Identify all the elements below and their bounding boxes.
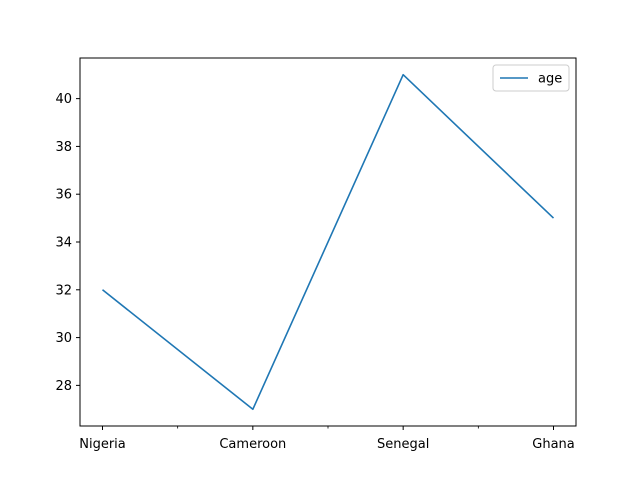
x-tick-label: Senegal [377, 437, 429, 452]
y-tick-label: 38 [55, 140, 72, 155]
y-tick-label: 36 [55, 188, 72, 203]
x-tick-label: Nigeria [79, 437, 126, 452]
y-tick-label: 32 [55, 283, 72, 298]
y-tick-label: 34 [55, 236, 72, 251]
legend: age [492, 64, 570, 92]
y-tick-label: 28 [55, 379, 72, 394]
x-tick-label: Ghana [532, 437, 575, 452]
series-layer [102, 73, 555, 411]
y-tick-label: 40 [55, 92, 72, 107]
y-tick-label: 30 [55, 331, 72, 346]
x-tick-label: Cameroon [219, 437, 286, 452]
x-axis: Nigeria Cameroon Senegal Ghana [79, 426, 575, 452]
y-axis: 28 30 32 34 36 38 40 [55, 92, 80, 394]
legend-label: age [538, 72, 562, 87]
series-line-age [102, 73, 555, 411]
legend-box [492, 64, 570, 92]
